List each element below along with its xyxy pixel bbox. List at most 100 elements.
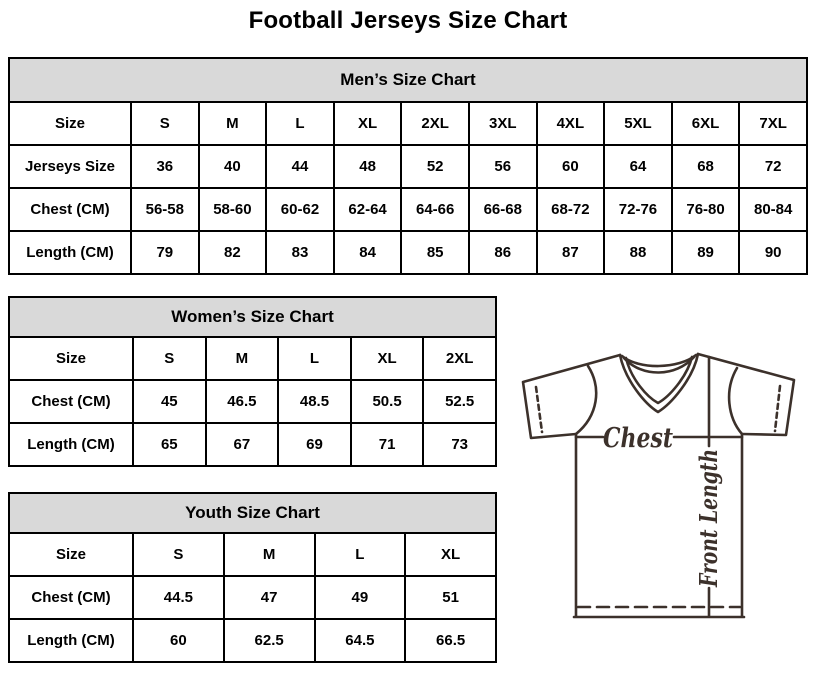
row-label-cell: Size — [8, 336, 134, 381]
value-cell: S — [132, 336, 207, 381]
value-cell: 64 — [603, 144, 673, 189]
value-cell: 45 — [132, 379, 207, 424]
value-cell: 46.5 — [204, 379, 280, 424]
table-title: Youth Size Chart — [8, 492, 497, 534]
row-label-cell: Chest (CM) — [8, 575, 134, 620]
value-cell: XL — [404, 532, 497, 577]
row-label-cell: Length (CM) — [8, 230, 132, 275]
value-cell: 62.5 — [222, 618, 316, 663]
value-cell: 48.5 — [277, 379, 352, 424]
value-cell: 64.5 — [313, 618, 407, 663]
value-cell: 44 — [265, 144, 335, 189]
table-row: Size S M L XL — [8, 532, 497, 577]
jersey-left-cuff-dashes — [534, 385, 544, 434]
table-row: Length (CM) 79 82 83 84 85 86 87 88 89 90 — [8, 230, 808, 275]
table-row: Length (CM) 60 62.5 64.5 66.5 — [8, 618, 497, 663]
value-cell: 66.5 — [404, 618, 497, 663]
row-label-cell: Chest (CM) — [8, 379, 134, 424]
womens-size-table: Women’s Size Chart Size S M L XL 2XL Chest (CM)… — [8, 296, 497, 467]
value-cell: M — [197, 101, 268, 146]
value-cell: 85 — [400, 230, 470, 275]
jersey-neck-band — [624, 355, 694, 405]
value-cell: 3XL — [467, 101, 538, 146]
mens-size-table: Men’s Size Chart Size S M L XL 2XL 3XL 4XL 5XL 6XL… — [8, 57, 808, 275]
table-row: Length (CM) 65 67 69 71 73 — [8, 422, 497, 467]
value-cell: 68 — [670, 144, 741, 189]
value-cell: 66-68 — [467, 187, 538, 232]
table-row: Jerseys Size 36 40 44 48 52 56 60 64 68 72 — [8, 144, 808, 189]
table-row: Size S M L XL 2XL — [8, 336, 497, 381]
value-cell: XL — [349, 336, 425, 381]
jersey-right-seam — [727, 366, 744, 436]
value-cell: 56 — [467, 144, 538, 189]
value-cell: M — [222, 532, 316, 577]
value-cell: S — [132, 532, 225, 577]
value-cell: 47 — [222, 575, 316, 620]
value-cell: 86 — [467, 230, 538, 275]
value-cell: 60-62 — [265, 187, 335, 232]
table-row: Chest (CM) 44.5 47 49 51 — [8, 575, 497, 620]
value-cell: 48 — [332, 144, 403, 189]
row-label-cell: Length (CM) — [8, 422, 134, 467]
row-label-cell: Length (CM) — [8, 618, 134, 663]
value-cell: 52 — [400, 144, 470, 189]
value-cell: 69 — [277, 422, 352, 467]
value-cell: 4XL — [535, 101, 606, 146]
row-label-cell: Chest (CM) — [8, 187, 132, 232]
value-cell: 49 — [313, 575, 407, 620]
value-cell: M — [204, 336, 280, 381]
jersey-right-cuff-dashes — [773, 384, 782, 433]
value-cell: 65 — [132, 422, 207, 467]
value-cell: L — [313, 532, 407, 577]
value-cell: 60 — [132, 618, 225, 663]
jersey-measurement-diagram: Chest Front Length — [521, 352, 796, 619]
value-cell: 89 — [670, 230, 741, 275]
value-cell: 62-64 — [332, 187, 403, 232]
value-cell: 44.5 — [132, 575, 225, 620]
page-title: Football Jerseys Size Chart — [248, 7, 568, 34]
jersey-right-sleeve — [696, 352, 796, 437]
value-cell: 84 — [332, 230, 403, 275]
value-cell: 76-80 — [670, 187, 741, 232]
value-cell: 79 — [130, 230, 200, 275]
value-cell: XL — [332, 101, 403, 146]
value-cell: 36 — [130, 144, 200, 189]
value-cell: 87 — [535, 230, 606, 275]
value-cell: 6XL — [670, 101, 741, 146]
row-label-cell: Jerseys Size — [8, 144, 132, 189]
value-cell: S — [130, 101, 200, 146]
table-title: Men’s Size Chart — [8, 57, 808, 103]
front-length-label: Front Length — [694, 449, 723, 588]
jersey-left-sleeve — [521, 353, 622, 440]
value-cell: 80-84 — [738, 187, 808, 232]
value-cell: 2XL — [422, 336, 497, 381]
jersey-left-seam — [574, 364, 598, 436]
value-cell: 83 — [265, 230, 335, 275]
value-cell: 2XL — [400, 101, 470, 146]
row-label-cell: Size — [8, 101, 132, 146]
value-cell: 40 — [197, 144, 268, 189]
value-cell: 72-76 — [603, 187, 673, 232]
table-row: Chest (CM) 45 46.5 48.5 50.5 52.5 — [8, 379, 497, 424]
jersey-collar-arc-2 — [622, 355, 696, 374]
value-cell: 52.5 — [422, 379, 497, 424]
table-row: Chest (CM) 56-58 58-60 60-62 62-64 64-66 66-68… — [8, 187, 808, 232]
youth-size-table: Youth Size Chart Size S M L XL Chest (CM) 44.5 4… — [8, 492, 497, 663]
table-row: Size S M L XL 2XL 3XL 4XL 5XL 6XL 7XL — [8, 101, 808, 146]
value-cell: 68-72 — [535, 187, 606, 232]
jersey-collar-arc-1 — [620, 353, 698, 368]
row-label-cell: Size — [8, 532, 134, 577]
value-cell: 7XL — [738, 101, 808, 146]
jersey-body — [572, 432, 746, 619]
value-cell: 88 — [603, 230, 673, 275]
value-cell: 90 — [738, 230, 808, 275]
value-cell: 58-60 — [197, 187, 268, 232]
value-cell: L — [265, 101, 335, 146]
value-cell: 5XL — [603, 101, 673, 146]
value-cell: 60 — [535, 144, 606, 189]
value-cell: 71 — [349, 422, 425, 467]
value-cell: 56-58 — [130, 187, 200, 232]
value-cell: 82 — [197, 230, 268, 275]
value-cell: 64-66 — [400, 187, 470, 232]
